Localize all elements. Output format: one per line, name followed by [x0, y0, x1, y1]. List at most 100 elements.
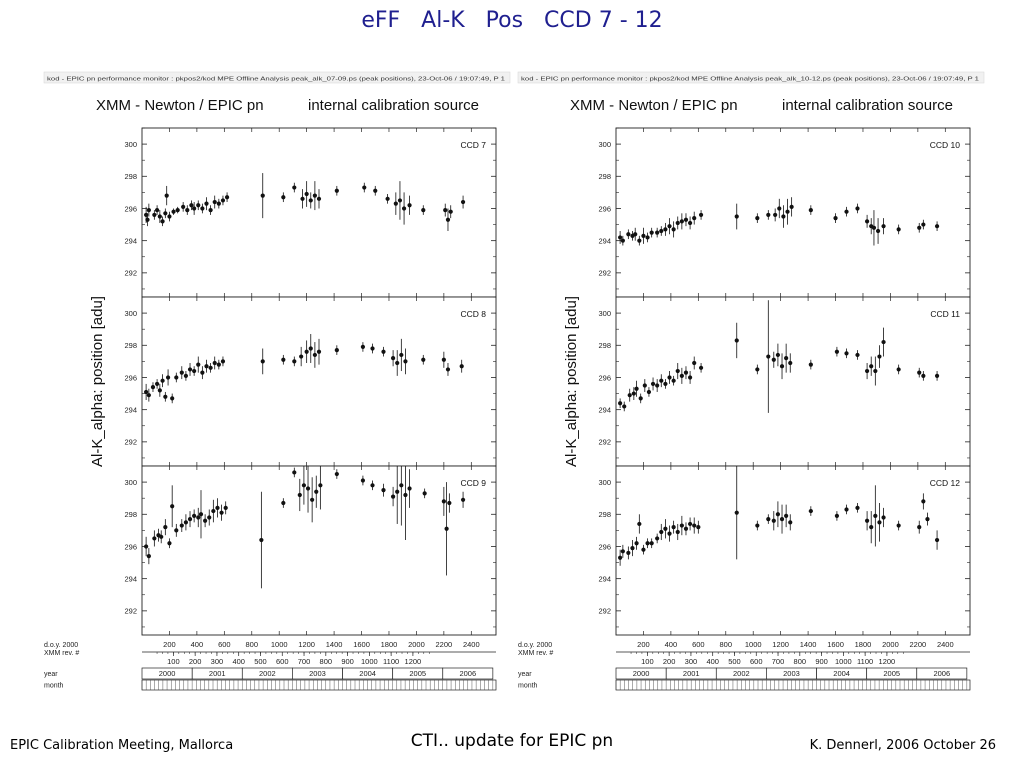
y-tick-label: 294 [124, 574, 137, 583]
doy-tick-label: 1200 [298, 640, 315, 649]
doy-tick-label: 2200 [436, 640, 453, 649]
data-point [393, 201, 398, 206]
panel-ccd-12: 292 294 296 298 300 CCD 12 [598, 465, 971, 636]
panel-title: CCD 12 [930, 478, 961, 488]
rev-tick-label: 800 [794, 657, 807, 666]
data-point [212, 199, 217, 205]
data-point [308, 198, 313, 203]
data-point [401, 206, 407, 211]
doy-axis-label: d.o.y. 2000 [44, 642, 78, 649]
data-point [875, 228, 881, 234]
data-point [334, 188, 339, 193]
rev-tick-label: 1000 [835, 657, 852, 666]
y-axis-label: Al-K_alpha: position [adu] [89, 296, 106, 467]
doy-tick-label: 400 [191, 640, 204, 649]
data-point [310, 497, 315, 502]
doy-tick-label: 400 [665, 640, 678, 649]
data-point [157, 214, 162, 219]
data-point [631, 391, 636, 396]
data-point [159, 534, 164, 539]
data-point [316, 196, 322, 201]
data-point [687, 521, 693, 527]
doy-tick-label: 1000 [745, 640, 762, 649]
data-point [187, 517, 193, 522]
data-point [696, 525, 701, 530]
data-point [788, 520, 793, 525]
data-point [154, 207, 160, 213]
data-point [421, 357, 426, 362]
data-point [771, 518, 776, 523]
data-point [671, 525, 676, 530]
data-point [444, 526, 449, 531]
data-point [645, 541, 650, 546]
y-tick-label: 294 [598, 574, 611, 583]
data-point [873, 368, 878, 374]
data-point [620, 549, 625, 554]
month-axis-label: month [518, 683, 538, 690]
data-point [671, 227, 676, 232]
data-point [896, 523, 901, 528]
data-point [314, 489, 319, 494]
data-point [200, 370, 205, 375]
y-tick-label: 300 [124, 309, 137, 318]
rev-tick-label: 800 [320, 657, 333, 666]
data-point [175, 207, 180, 213]
rev-tick-label: 600 [750, 657, 763, 666]
data-point [934, 373, 940, 378]
data-point [224, 195, 230, 200]
data-point [687, 220, 693, 226]
y-tick-label: 298 [598, 341, 611, 350]
year-label-2003: 2003 [309, 669, 326, 678]
data-point [196, 203, 201, 208]
data-point [626, 550, 631, 556]
data-point [165, 375, 171, 380]
data-point [407, 486, 412, 491]
data-point [281, 195, 286, 200]
data-point [650, 381, 656, 387]
data-point [443, 207, 448, 213]
y-tick-label: 298 [598, 172, 611, 181]
data-point [766, 517, 771, 522]
panel-title: CCD 8 [460, 309, 486, 319]
data-point [167, 541, 172, 546]
rev-tick-label: 100 [167, 657, 180, 666]
year-label-2000: 2000 [159, 669, 176, 678]
data-point [788, 360, 793, 366]
data-point [877, 520, 882, 525]
rev-tick-label: 300 [211, 657, 224, 666]
data-point [755, 523, 760, 528]
data-point [207, 515, 212, 520]
doy-tick-label: 1000 [271, 640, 288, 649]
y-tick-label: 296 [124, 204, 137, 213]
data-point [192, 513, 197, 518]
data-point [881, 515, 886, 520]
data-point [300, 196, 305, 201]
data-point [663, 526, 668, 531]
data-point [775, 352, 781, 358]
y-tick-label: 300 [124, 140, 137, 149]
data-point [170, 396, 175, 401]
rev-tick-label: 200 [663, 657, 676, 666]
data-point [196, 362, 201, 367]
doy-tick-label: 800 [246, 640, 259, 649]
data-point [395, 360, 400, 366]
rev-tick-label: 1100 [383, 657, 399, 666]
data-point [626, 232, 631, 237]
data-point [618, 401, 623, 406]
year-label-2006: 2006 [933, 669, 950, 678]
data-point [808, 362, 813, 367]
data-point [921, 499, 926, 504]
data-points [144, 334, 464, 404]
data-point [370, 483, 375, 488]
data-point [164, 193, 169, 198]
year-label-2000: 2000 [633, 669, 650, 678]
data-point [183, 373, 189, 378]
data-point [781, 214, 786, 219]
data-point [844, 351, 849, 356]
data-point [385, 196, 390, 201]
data-point [447, 500, 452, 506]
year-label-2004: 2004 [359, 669, 376, 678]
data-point [460, 497, 466, 502]
panel-ccd-9: 292 294 296 298 300 CCD 9 [124, 465, 497, 636]
doy-tick-label: 1200 [772, 640, 789, 649]
